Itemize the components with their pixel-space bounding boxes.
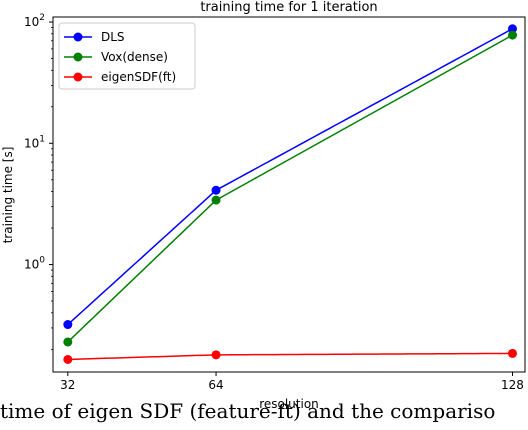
y-tick-label: 101 — [24, 134, 45, 150]
data-point — [211, 185, 221, 195]
data-point — [507, 30, 517, 40]
x-ticks: 32 64 128 — [60, 372, 524, 392]
data-point — [211, 350, 221, 360]
series-line — [67, 352, 513, 361]
data-point — [507, 348, 517, 358]
data-point — [63, 354, 73, 364]
chart-title: training time for 1 iteration — [200, 0, 377, 15]
legend-marker — [73, 72, 83, 82]
figure-caption: time of eigen SDF (feature-ft) and the c… — [0, 399, 496, 423]
legend-marker — [73, 32, 83, 42]
x-tick-label: 32 — [60, 378, 75, 392]
x-axis-label: resolution — [259, 397, 319, 411]
data-point — [63, 337, 73, 347]
legend-label: Vox(dense) — [101, 50, 168, 64]
data-point — [507, 24, 517, 34]
legend-label: eigenSDF(ft) — [101, 70, 176, 84]
x-tick-label: 128 — [501, 378, 524, 392]
plot-frame — [52, 16, 526, 373]
data-point — [63, 320, 73, 330]
y-tick-label: 102 — [24, 13, 45, 29]
legend-box — [58, 22, 196, 90]
legend-label: DLS — [101, 30, 125, 44]
legend: DLS Vox(dense) eigenSDF(ft) — [58, 22, 196, 90]
y-tick-label: 100 — [24, 256, 45, 272]
y-ticks: 100 101 102 — [24, 13, 53, 350]
y-axis-label: training time [s] — [1, 147, 15, 244]
plot-area — [63, 24, 517, 364]
legend-marker — [73, 52, 83, 62]
data-point — [211, 195, 221, 205]
x-tick-label: 64 — [208, 378, 223, 392]
